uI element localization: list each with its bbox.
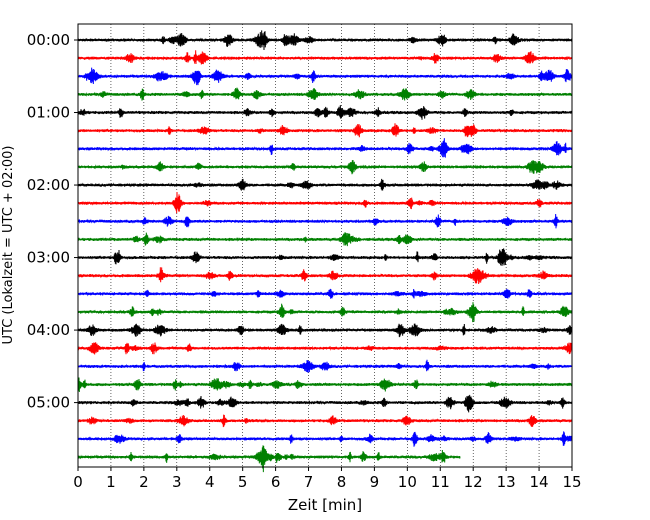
x-tick-label: 4 — [205, 473, 215, 491]
y-tick-label: 04:00 — [27, 321, 70, 339]
x-axis-ticks: 0 1 2 3 4 5 6 7 8 9 10 11 12 13 14 15 — [73, 467, 582, 491]
x-tick-label: 0 — [73, 473, 83, 491]
trace-0030 — [77, 67, 573, 86]
trace-0015 — [77, 50, 573, 65]
trace-0515 — [77, 414, 573, 428]
trace-0000 — [77, 30, 573, 51]
x-tick-label: 2 — [139, 473, 149, 491]
y-tick-label: 01:00 — [27, 104, 70, 122]
trace-0215 — [77, 192, 573, 214]
trace-0345 — [77, 302, 573, 323]
trace-0400 — [77, 323, 573, 338]
trace-0500 — [77, 394, 573, 413]
plot-frame — [77, 23, 573, 468]
y-tick-label: 05:00 — [27, 394, 70, 412]
x-tick-label: 13 — [497, 473, 516, 491]
y-tick-label: 03:00 — [27, 249, 70, 267]
trace-0530 — [77, 431, 573, 447]
y-axis-ticks: 00:00 01:00 02:00 03:00 04:00 05:00 — [27, 31, 78, 412]
x-tick-label: 3 — [172, 473, 182, 491]
trace-0045 — [77, 87, 573, 101]
x-axis-label: Zeit [min] — [288, 496, 362, 514]
x-tick-label: 15 — [562, 473, 581, 491]
x-tick-label: 12 — [464, 473, 483, 491]
trace-0230 — [77, 213, 573, 229]
trace-0545 — [77, 445, 461, 473]
traces-group — [77, 30, 573, 473]
trace-0445 — [77, 377, 573, 392]
grid-lines — [110, 24, 540, 467]
trace-0130 — [77, 138, 573, 158]
x-tick-label: 10 — [398, 473, 417, 491]
x-tick-label: 1 — [106, 473, 116, 491]
trace-0415 — [77, 342, 573, 355]
y-axis-label: UTC (Lokalzeit = UTC + 02:00) — [1, 146, 16, 345]
trace-0430 — [77, 359, 573, 373]
x-tick-label: 9 — [370, 473, 380, 491]
x-tick-label: 5 — [238, 473, 248, 491]
trace-0145 — [77, 160, 573, 175]
trace-0300 — [77, 248, 573, 266]
x-tick-label: 11 — [431, 473, 450, 491]
x-tick-label: 7 — [304, 473, 314, 491]
trace-0115 — [77, 123, 573, 138]
x-tick-label: 8 — [337, 473, 347, 491]
y-tick-label: 00:00 — [27, 31, 70, 49]
x-tick-label: 14 — [530, 473, 549, 491]
trace-0245 — [77, 232, 573, 247]
trace-0200 — [77, 178, 573, 191]
y-tick-label: 02:00 — [27, 176, 70, 194]
trace-0330 — [77, 288, 573, 299]
trace-0100 — [77, 105, 573, 120]
trace-0315 — [77, 267, 573, 285]
x-tick-label: 6 — [271, 473, 281, 491]
